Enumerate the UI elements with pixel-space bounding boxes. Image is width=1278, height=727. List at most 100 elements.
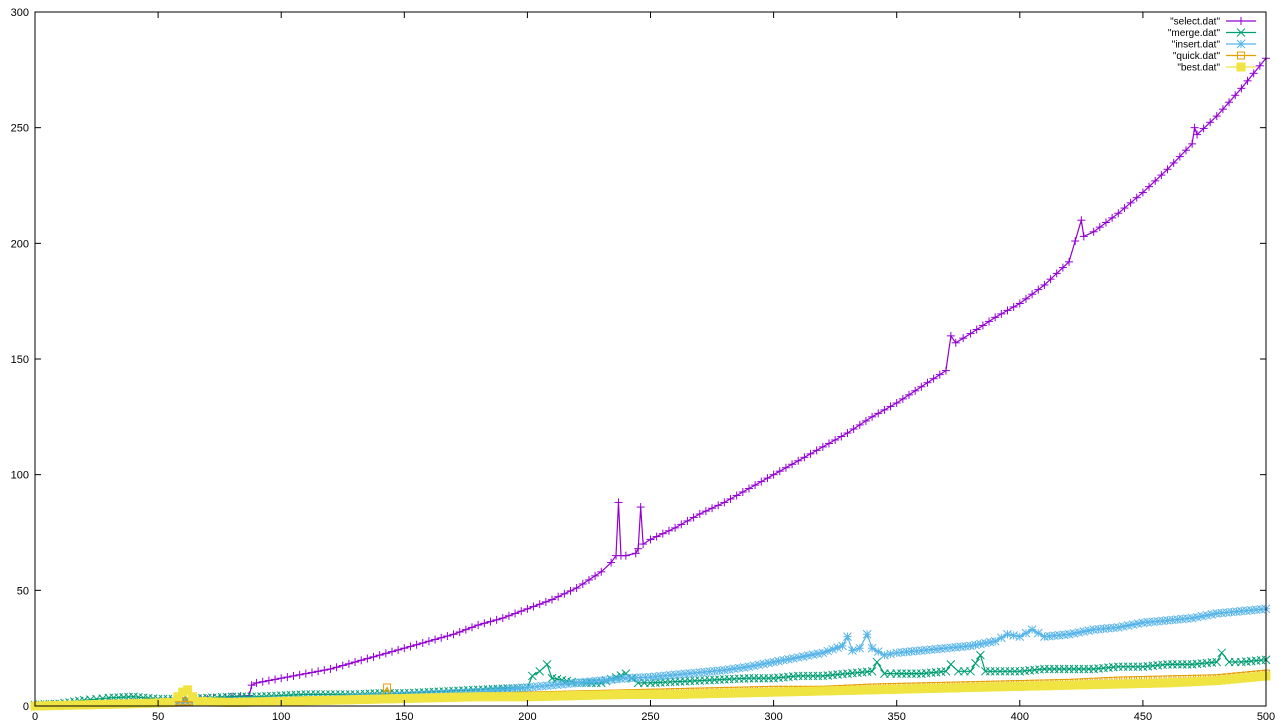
data-point xyxy=(381,649,390,658)
data-point xyxy=(566,586,575,595)
data-point xyxy=(935,370,944,379)
data-point xyxy=(874,409,883,418)
data-point xyxy=(295,670,304,679)
y-tick-label: 150 xyxy=(11,354,29,366)
data-point xyxy=(517,607,526,616)
data-point xyxy=(418,638,427,647)
data-point xyxy=(541,597,550,606)
data-point xyxy=(1077,216,1086,225)
data-point xyxy=(548,595,557,604)
data-point xyxy=(332,663,341,672)
legend-label: "quick.dat" xyxy=(1173,51,1221,62)
legend-entry: "insert.dat" xyxy=(1172,40,1256,51)
data-point xyxy=(971,658,980,668)
data-point xyxy=(614,498,623,507)
data-point xyxy=(726,494,735,503)
data-point xyxy=(946,331,955,340)
legend-swatch-marker xyxy=(1236,62,1246,72)
data-point xyxy=(843,632,852,641)
data-point xyxy=(578,579,587,588)
data-point xyxy=(1015,632,1025,641)
data-point xyxy=(818,442,827,451)
data-point xyxy=(1230,657,1240,667)
data-point xyxy=(1157,171,1166,180)
data-point xyxy=(277,674,286,683)
data-point xyxy=(976,650,985,660)
y-tick-label: 0 xyxy=(23,701,29,713)
data-point xyxy=(880,650,889,660)
data-point xyxy=(824,439,833,448)
data-point xyxy=(1151,176,1160,185)
data-point xyxy=(527,671,537,681)
y-axis: 0 50 100 150 200 250 300 xyxy=(11,7,1266,713)
data-point xyxy=(991,313,1000,322)
data-point xyxy=(1199,124,1208,133)
data-point xyxy=(621,551,630,560)
series-layer xyxy=(30,54,1271,711)
data-point xyxy=(178,697,187,706)
data-point xyxy=(437,633,446,642)
series-0 xyxy=(31,54,1270,710)
data-point xyxy=(631,549,640,558)
data-point xyxy=(1217,648,1227,658)
data-point xyxy=(461,625,470,634)
y-tick-label: 50 xyxy=(17,585,29,597)
data-point xyxy=(188,692,198,702)
data-point xyxy=(849,424,858,433)
data-point xyxy=(252,678,261,687)
data-point xyxy=(751,481,760,490)
legend-label: "best.dat" xyxy=(1177,63,1220,74)
data-point xyxy=(861,416,870,425)
data-point xyxy=(959,334,968,343)
data-point xyxy=(1071,237,1080,246)
data-point xyxy=(671,523,680,532)
data-point xyxy=(966,329,975,338)
data-point xyxy=(247,681,256,690)
data-point xyxy=(794,456,803,465)
data-point xyxy=(729,664,739,674)
data-point xyxy=(383,683,392,692)
data-point xyxy=(351,658,360,667)
data-point xyxy=(946,660,956,669)
data-point xyxy=(1202,610,1212,620)
data-point xyxy=(400,644,409,653)
data-point xyxy=(677,520,686,529)
data-point xyxy=(683,516,692,525)
data-point xyxy=(271,675,280,684)
data-point xyxy=(1243,76,1252,85)
data-point xyxy=(326,664,335,673)
data-point xyxy=(831,435,840,444)
y-tick-label: 300 xyxy=(11,7,29,19)
data-point xyxy=(1163,165,1172,174)
x-tick-label: 150 xyxy=(395,711,413,723)
data-point xyxy=(307,668,316,677)
data-point xyxy=(363,654,372,663)
data-point xyxy=(283,673,292,682)
data-point xyxy=(1181,146,1190,155)
data-point xyxy=(972,325,981,334)
data-point xyxy=(923,378,932,387)
data-point xyxy=(1169,158,1178,167)
data-point xyxy=(264,676,273,685)
data-point xyxy=(953,666,963,676)
legend-label: "merge.dat" xyxy=(1168,28,1221,39)
data-point xyxy=(960,666,969,676)
data-point xyxy=(732,491,741,500)
data-point xyxy=(695,509,704,518)
data-point xyxy=(1145,182,1154,191)
data-point xyxy=(1021,294,1030,303)
data-point xyxy=(529,602,538,611)
data-point xyxy=(880,669,889,678)
data-point xyxy=(597,567,606,576)
data-point xyxy=(1123,621,1133,630)
data-point xyxy=(1108,213,1117,222)
data-point xyxy=(714,501,723,510)
x-tick-label: 300 xyxy=(764,711,782,723)
data-point xyxy=(1009,302,1018,311)
data-point xyxy=(1224,657,1234,667)
data-point xyxy=(951,338,960,347)
data-point xyxy=(173,692,183,702)
data-point xyxy=(1079,232,1088,241)
data-point xyxy=(375,651,384,660)
data-point xyxy=(886,669,895,678)
